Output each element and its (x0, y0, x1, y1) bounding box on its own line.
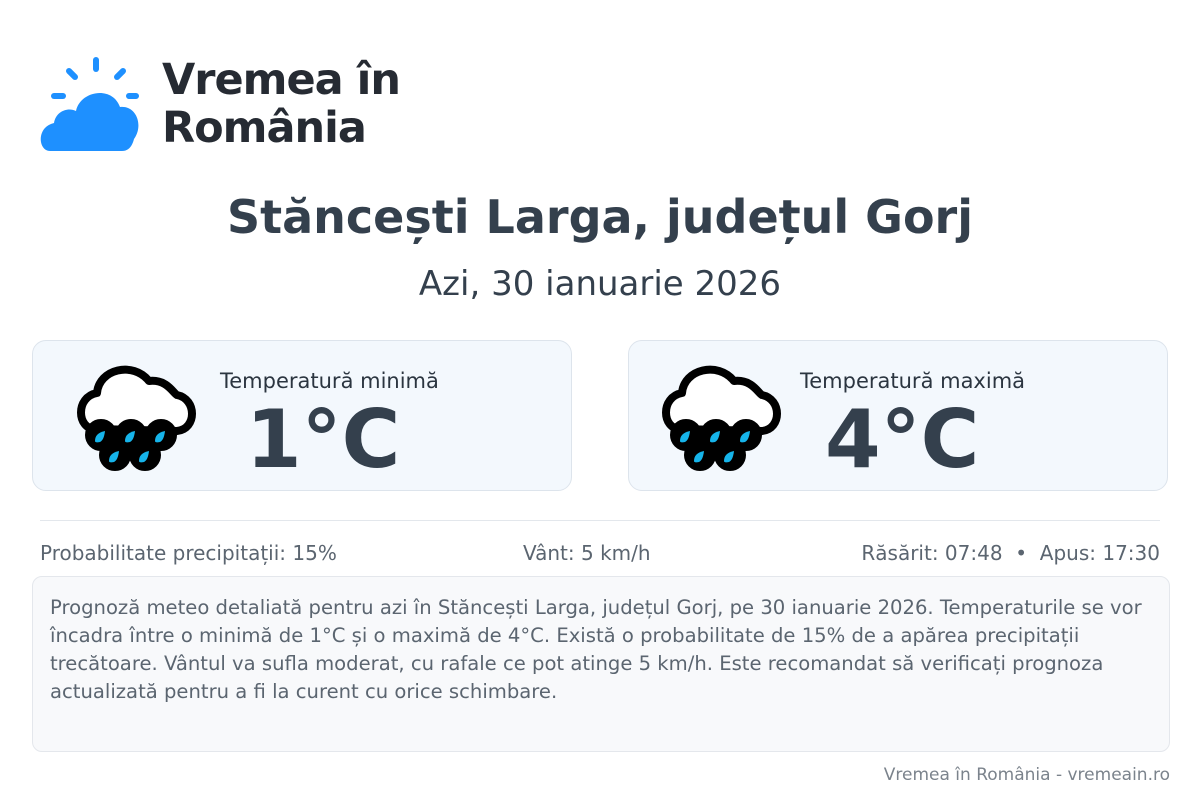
brand-line-2: România (162, 103, 367, 153)
brand-line-1: Vremea în (162, 55, 401, 105)
min-temp-label: Temperatură minimă (220, 369, 439, 393)
wind-speed: Vânt: 5 km/h (523, 541, 651, 565)
max-temp-value: 4°C (825, 393, 980, 486)
forecast-description: Prognoză meteo detaliată pentru azi în S… (32, 576, 1170, 752)
page-title: Stăncești Larga, județul Gorj (227, 190, 973, 244)
divider (40, 520, 1160, 521)
min-temp-card: Temperatură minimă 1°C (32, 340, 572, 491)
sun-cloud-icon (40, 57, 139, 151)
sunrise-sunset: Răsărit: 07:48 • Apus: 17:30 (861, 541, 1160, 565)
footer-credit: Vremea în România - vremeain.ro (883, 765, 1170, 785)
precipitation-probability: Probabilitate precipitații: 15% (40, 541, 337, 565)
max-temp-label: Temperatură maximă (800, 369, 1026, 393)
min-temp-value: 1°C (246, 393, 401, 486)
max-temp-card: Temperatură maximă 4°C (628, 340, 1168, 491)
logo: Vremea în România (36, 55, 401, 153)
forecast-date: Azi, 30 ianuarie 2026 (418, 264, 782, 304)
rain-cloud-icon (77, 365, 196, 471)
rain-cloud-icon (662, 365, 781, 471)
